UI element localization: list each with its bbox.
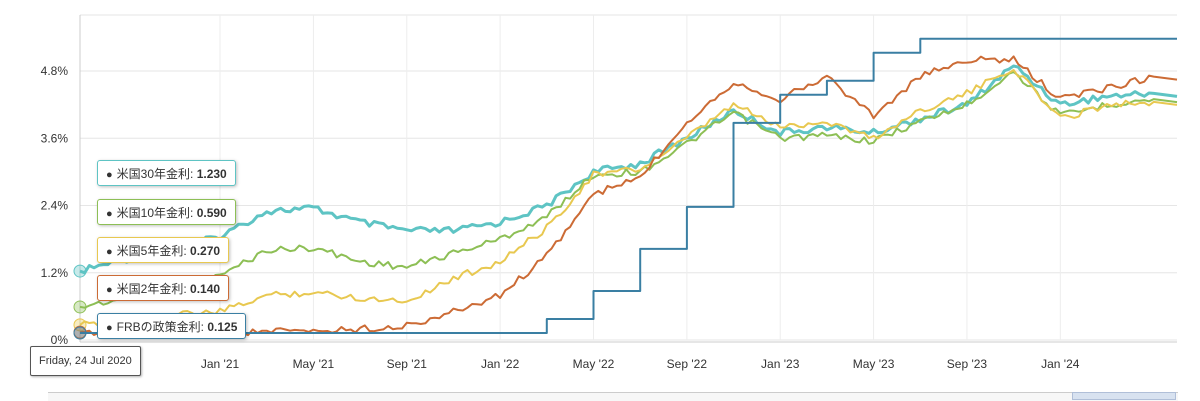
x-tick-label: May '21	[293, 357, 335, 371]
x-tick-label: May '23	[853, 357, 895, 371]
series-line	[79, 69, 1178, 328]
tooltip-dot: ●	[106, 169, 113, 181]
tooltip-row-2y: ● 米国2年金利: 0.140	[97, 275, 230, 301]
y-tick-label: 2.4%	[41, 199, 69, 213]
navigator-selection-handle[interactable]	[1072, 392, 1176, 400]
tooltip-value: 1.230	[196, 167, 227, 181]
tooltip-dot: ●	[106, 208, 113, 220]
y-axis-labels: 0% 1.2% 2.4% 3.6% 4.8%	[41, 64, 69, 347]
tooltip-row-fed: ● FRBの政策金利: 0.125	[97, 313, 247, 339]
tooltip-row-30y: ● 米国30年金利: 1.230	[97, 160, 236, 186]
tooltip-value: 0.270	[190, 244, 221, 258]
x-tick-label: Sep '21	[387, 357, 428, 371]
tooltip-row-5y: ● 米国5年金利: 0.270	[97, 237, 230, 263]
series-lines	[73, 37, 1178, 340]
x-tick-label: Jan '24	[1041, 357, 1080, 371]
tooltip-dot: ●	[106, 322, 113, 334]
tooltip-value: 0.140	[190, 282, 221, 296]
x-tick-label: Sep '23	[947, 357, 988, 371]
x-tick-label: Jan '23	[761, 357, 800, 371]
x-tick-label: May '22	[573, 357, 615, 371]
hover-marker	[73, 300, 87, 314]
tooltip-value: 0.125	[207, 320, 238, 334]
x-tick-label: Jan '22	[481, 357, 520, 371]
hover-marker	[73, 264, 87, 278]
tooltip-date: Friday, 24 Jul 2020	[30, 346, 141, 376]
tooltip-value: 0.590	[196, 206, 227, 220]
tooltip-label: FRBの政策金利	[116, 320, 201, 334]
series-line	[79, 71, 1178, 309]
x-tick-label: Sep '22	[667, 357, 708, 371]
tooltip-dot: ●	[106, 284, 113, 296]
x-tick-label: Jan '21	[201, 357, 240, 371]
grid	[79, 14, 1177, 343]
y-tick-label: 3.6%	[41, 131, 69, 145]
range-navigator[interactable]	[48, 392, 1178, 401]
tooltip-label: 米国2年金利	[116, 282, 184, 296]
x-axis-labels: Jan '21 May '21 Sep '21 Jan '22 May '22 Sep '…	[201, 357, 1080, 371]
y-tick-label: 1.2%	[41, 266, 69, 280]
series-line	[79, 55, 1178, 337]
tooltip-label: 米国5年金利	[116, 244, 184, 258]
tooltip-label: 米国30年金利	[116, 167, 191, 181]
tooltip-row-10y: ● 米国10年金利: 0.590	[97, 199, 236, 225]
series-line	[79, 64, 1178, 275]
tooltip-dot: ●	[106, 246, 113, 258]
hover-marker	[73, 326, 87, 340]
series-line	[80, 37, 1177, 334]
y-tick-label: 4.8%	[41, 64, 69, 78]
tooltip-label: 米国10年金利	[116, 206, 191, 220]
y-tick-label: 0%	[51, 333, 69, 347]
